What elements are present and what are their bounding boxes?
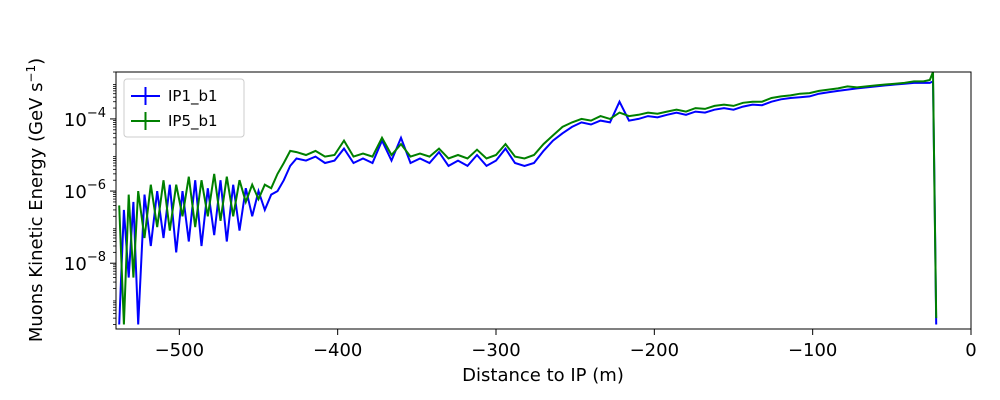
legend-frame bbox=[123, 78, 245, 138]
y-tick-label: 10−6 bbox=[64, 178, 106, 203]
x-tick-label: −400 bbox=[313, 340, 362, 361]
y-tick-label: 10−4 bbox=[64, 106, 106, 131]
x-axis-label: Distance to IP (m) bbox=[462, 365, 624, 386]
x-tick-label: −100 bbox=[788, 340, 837, 361]
x-tick-label: −200 bbox=[630, 340, 679, 361]
plot-frame bbox=[115, 71, 972, 330]
y-axis: 10−8 10−6 10−4 bbox=[64, 71, 116, 325]
x-axis: −500 −400 −300 −200 −100 0 bbox=[155, 329, 977, 361]
series-line-ip5-b1 bbox=[118, 72, 938, 325]
y-tick-label: 10−8 bbox=[64, 250, 106, 275]
y-axis-label: Muons Kinetic Energy (GeV s−1) bbox=[24, 58, 47, 342]
legend-label: IP5_b1 bbox=[168, 112, 218, 131]
x-tick-label: 0 bbox=[965, 340, 976, 361]
legend: IP1_b1 IP5_b1 bbox=[123, 78, 245, 138]
x-tick-label: −500 bbox=[155, 340, 204, 361]
series-line-ip1-b1 bbox=[118, 79, 938, 325]
series-layer bbox=[118, 72, 938, 325]
x-tick-label: −300 bbox=[471, 340, 520, 361]
legend-label: IP1_b1 bbox=[168, 87, 218, 106]
